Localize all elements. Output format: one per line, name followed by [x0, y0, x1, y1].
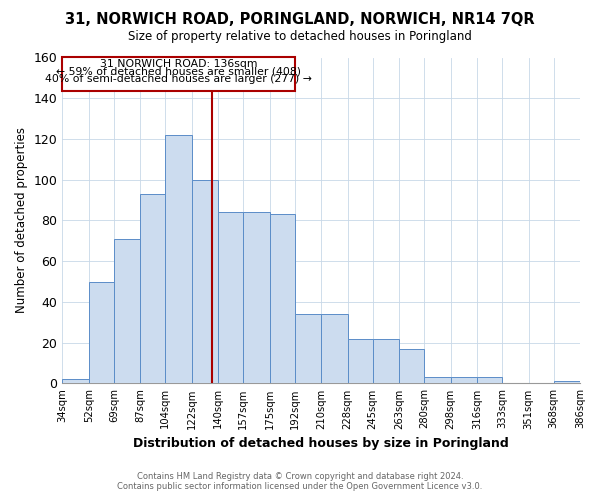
Bar: [554, 382, 580, 384]
Bar: [62, 380, 89, 384]
Bar: [218, 212, 243, 384]
Bar: [451, 378, 477, 384]
Bar: [424, 378, 451, 384]
Bar: [477, 378, 502, 384]
X-axis label: Distribution of detached houses by size in Poringland: Distribution of detached houses by size …: [133, 437, 509, 450]
Bar: [62, 58, 295, 91]
Bar: [140, 194, 165, 384]
Bar: [89, 282, 114, 384]
Bar: [347, 338, 373, 384]
Bar: [295, 314, 321, 384]
Text: Size of property relative to detached houses in Poringland: Size of property relative to detached ho…: [128, 30, 472, 43]
Bar: [321, 314, 347, 384]
Bar: [373, 338, 399, 384]
Y-axis label: Number of detached properties: Number of detached properties: [15, 128, 28, 314]
Bar: [165, 135, 192, 384]
Text: 31, NORWICH ROAD, PORINGLAND, NORWICH, NR14 7QR: 31, NORWICH ROAD, PORINGLAND, NORWICH, N…: [65, 12, 535, 28]
Text: 40% of semi-detached houses are larger (277) →: 40% of semi-detached houses are larger (…: [45, 74, 312, 84]
Text: ← 59% of detached houses are smaller (408): ← 59% of detached houses are smaller (40…: [56, 66, 301, 76]
Bar: [192, 180, 218, 384]
Text: 31 NORWICH ROAD: 136sqm: 31 NORWICH ROAD: 136sqm: [100, 59, 257, 69]
Text: Contains HM Land Registry data © Crown copyright and database right 2024.
Contai: Contains HM Land Registry data © Crown c…: [118, 472, 482, 491]
Bar: [114, 239, 140, 384]
Bar: [399, 349, 424, 384]
Bar: [243, 212, 269, 384]
Bar: [580, 380, 600, 384]
Bar: [269, 214, 295, 384]
